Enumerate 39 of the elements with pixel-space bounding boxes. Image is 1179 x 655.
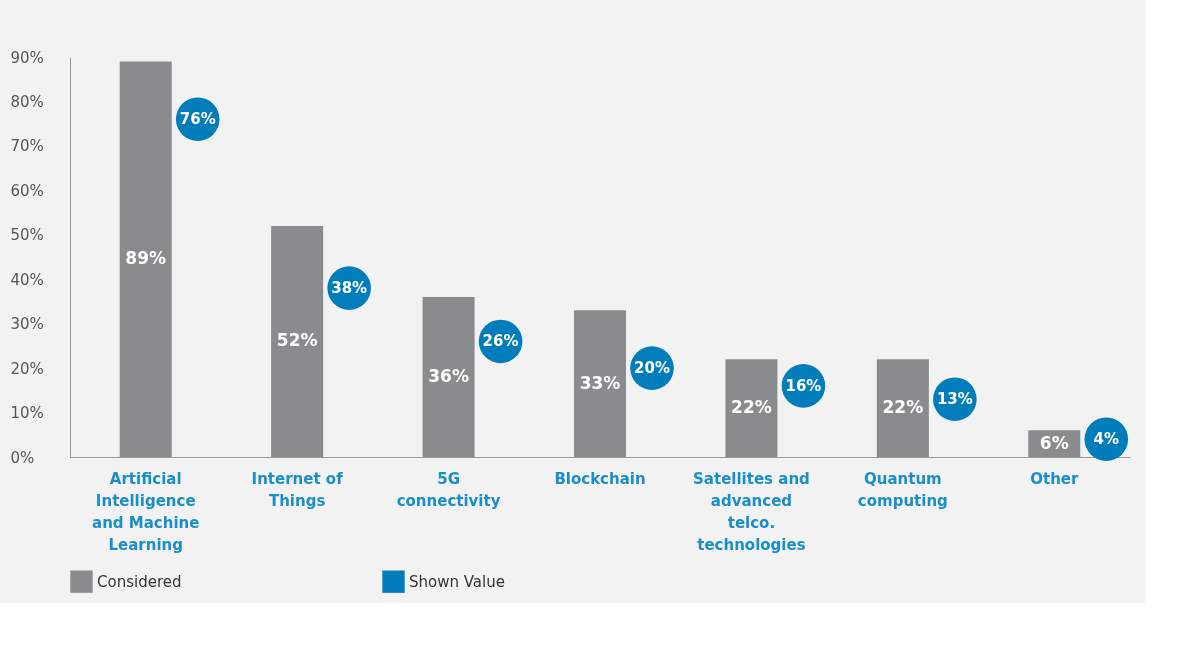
data-label: 16% bbox=[785, 376, 822, 395]
bar bbox=[574, 310, 626, 457]
data-label: 13% bbox=[936, 390, 973, 409]
y-tick-label: 10% bbox=[10, 404, 44, 423]
data-label: 33% bbox=[579, 372, 621, 393]
x-tick-label: Satellites and advanced telco. technologies bbox=[693, 469, 810, 554]
y-tick-label: 40% bbox=[10, 270, 44, 289]
legend-label: Considered bbox=[97, 572, 182, 591]
data-label: 4% bbox=[1093, 430, 1120, 449]
x-tick-label: Quantum computing bbox=[857, 469, 948, 510]
x-tick-label: Internet of Things bbox=[251, 469, 344, 510]
y-tick-label: 90% bbox=[10, 48, 44, 67]
y-tick-label: 60% bbox=[10, 181, 44, 200]
y-tick-label: 50% bbox=[10, 226, 44, 245]
x-tick-label: Other bbox=[1030, 469, 1079, 488]
bar bbox=[271, 225, 324, 457]
bar bbox=[119, 61, 172, 457]
bar bbox=[725, 359, 778, 457]
legend-label: Shown Value bbox=[409, 572, 505, 591]
y-tick-label: 80% bbox=[10, 92, 44, 111]
y-tick-label: 0% bbox=[10, 448, 35, 467]
data-label: 22% bbox=[882, 397, 924, 418]
data-label: 89% bbox=[125, 248, 167, 269]
data-label: 22% bbox=[731, 397, 772, 418]
x-tick-label: Artificial Intelligence and Machine Learning bbox=[92, 469, 200, 554]
x-tick-label: 5G connectivity bbox=[396, 469, 501, 510]
data-label: 6% bbox=[1039, 432, 1069, 453]
bar bbox=[422, 297, 475, 457]
data-label: 20% bbox=[634, 359, 670, 378]
data-label: 36% bbox=[428, 366, 469, 386]
data-label: 38% bbox=[331, 279, 368, 298]
y-tick-label: 20% bbox=[10, 359, 44, 378]
data-label: 26% bbox=[482, 332, 519, 351]
y-tick-label: 30% bbox=[10, 315, 44, 334]
x-tick-label: Blockchain bbox=[554, 469, 646, 488]
bar bbox=[876, 359, 929, 457]
data-label: 76% bbox=[179, 110, 216, 129]
y-tick-label: 70% bbox=[10, 137, 44, 156]
data-label: 52% bbox=[276, 330, 318, 351]
